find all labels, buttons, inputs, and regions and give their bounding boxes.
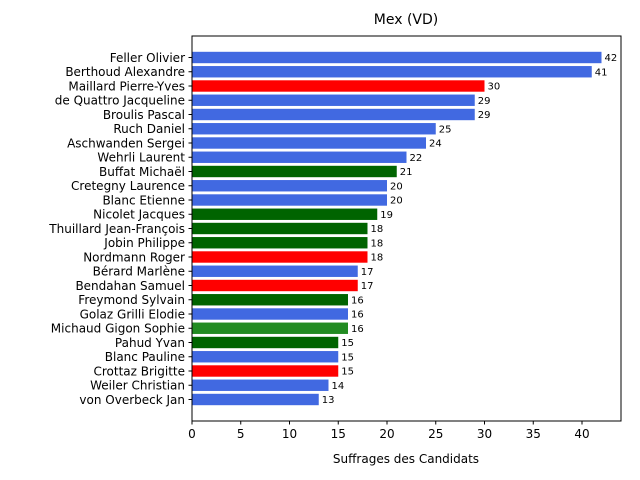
bar xyxy=(192,265,358,277)
y-tick-label: Cretegny Laurence xyxy=(71,179,185,193)
y-tick-label: Nordmann Roger xyxy=(83,250,185,264)
bar xyxy=(192,379,329,391)
value-label: 16 xyxy=(351,295,364,306)
y-tick-label: Bérard Marlène xyxy=(93,265,185,279)
bar xyxy=(192,336,339,349)
y-tick-label: Blanc Etienne xyxy=(102,193,185,207)
bar xyxy=(192,393,319,406)
value-label: 17 xyxy=(361,267,374,278)
value-label: 18 xyxy=(371,238,384,249)
x-axis: 0 5 10 15 20 25 30 35 40 xyxy=(188,421,590,441)
y-tick-label: Pahud Yvan xyxy=(115,336,185,350)
x-tick-label: 20 xyxy=(379,427,394,441)
y-tick-label: Wehrli Laurent xyxy=(97,151,185,165)
bar xyxy=(192,137,426,149)
value-label: 18 xyxy=(371,224,384,235)
y-tick-label: Golaz Grilli Elodie xyxy=(80,307,185,321)
bars-group xyxy=(192,51,602,406)
value-label: 15 xyxy=(341,352,354,363)
x-tick-label: 40 xyxy=(574,427,589,441)
y-tick-label: Ruch Daniel xyxy=(113,122,185,136)
value-label: 20 xyxy=(390,196,403,207)
bar xyxy=(192,180,387,192)
value-label: 15 xyxy=(341,367,354,378)
bar xyxy=(192,322,348,334)
value-label: 41 xyxy=(595,67,608,78)
y-tick-label: Crottaz Brigitte xyxy=(93,364,185,378)
y-tick-label: Aschwanden Sergei xyxy=(67,136,185,150)
y-tick-label: Jobin Philippe xyxy=(103,236,185,250)
value-label: 19 xyxy=(380,210,393,221)
y-tick-label: Bendahan Samuel xyxy=(75,279,185,293)
bar xyxy=(192,194,387,206)
x-tick-label: 10 xyxy=(282,427,297,441)
plot-frame xyxy=(191,35,622,422)
y-tick-label: Michaud Gigon Sophie xyxy=(51,322,185,336)
y-tick-label: Broulis Pascal xyxy=(103,108,185,122)
bar xyxy=(192,108,475,121)
y-tick-label: Berthoud Alexandre xyxy=(65,65,185,79)
bar xyxy=(192,279,358,292)
value-label: 29 xyxy=(478,96,491,107)
bar xyxy=(192,222,368,235)
x-axis-label: Suffrages des Candidats xyxy=(333,452,479,466)
y-tick-label: Nicolet Jacques xyxy=(93,208,185,222)
y-tick-label: Thuillard Jean-François xyxy=(48,222,185,236)
y-tick-label: Maillard Pierre-Yves xyxy=(68,79,185,93)
bar xyxy=(192,294,348,306)
x-tick-label: 15 xyxy=(331,427,346,441)
y-tick-label: Buffat Michaël xyxy=(99,165,185,179)
value-label: 21 xyxy=(400,167,413,178)
bar xyxy=(192,165,397,178)
x-tick-label: 25 xyxy=(428,427,443,441)
x-tick-label: 5 xyxy=(237,427,245,441)
value-label: 30 xyxy=(488,82,501,93)
y-tick-label: Weiler Christian xyxy=(90,379,185,393)
bar xyxy=(192,351,339,363)
bar xyxy=(192,308,348,320)
x-tick-label: 30 xyxy=(477,427,492,441)
value-label: 20 xyxy=(390,181,403,192)
bar xyxy=(192,94,475,106)
y-tick-label: de Quattro Jacqueline xyxy=(55,94,185,108)
x-tick-label: 35 xyxy=(526,427,541,441)
bar xyxy=(192,365,339,377)
bar xyxy=(192,237,368,249)
bar xyxy=(192,208,378,220)
bar xyxy=(192,123,436,135)
value-labels-group: 42 41 30 29 29 25 24 22 21 20 20 19 18 18 18 17 17 16 16 16… xyxy=(322,53,617,406)
bar xyxy=(192,80,485,92)
chart-title: Mex (VD) xyxy=(374,12,438,28)
value-label: 18 xyxy=(371,253,384,264)
value-label: 42 xyxy=(605,53,618,64)
bar xyxy=(192,251,368,263)
bar xyxy=(192,151,407,163)
value-label: 17 xyxy=(361,281,374,292)
y-tick-label: Feller Olivier xyxy=(110,51,185,65)
bar xyxy=(192,66,592,78)
value-label: 29 xyxy=(478,110,491,121)
value-label: 16 xyxy=(351,310,364,321)
value-label: 25 xyxy=(439,124,452,135)
x-tick-label: 0 xyxy=(188,427,196,441)
value-label: 14 xyxy=(332,381,345,392)
value-label: 15 xyxy=(341,338,354,349)
value-label: 24 xyxy=(429,139,442,150)
y-tick-label: Freymond Sylvain xyxy=(78,293,185,307)
y-tick-label: Blanc Pauline xyxy=(105,350,185,364)
value-label: 13 xyxy=(322,395,335,406)
y-tick-label: von Overbeck Jan xyxy=(79,393,185,407)
bar xyxy=(192,51,602,64)
value-label: 22 xyxy=(410,153,423,164)
value-label: 16 xyxy=(351,324,364,335)
